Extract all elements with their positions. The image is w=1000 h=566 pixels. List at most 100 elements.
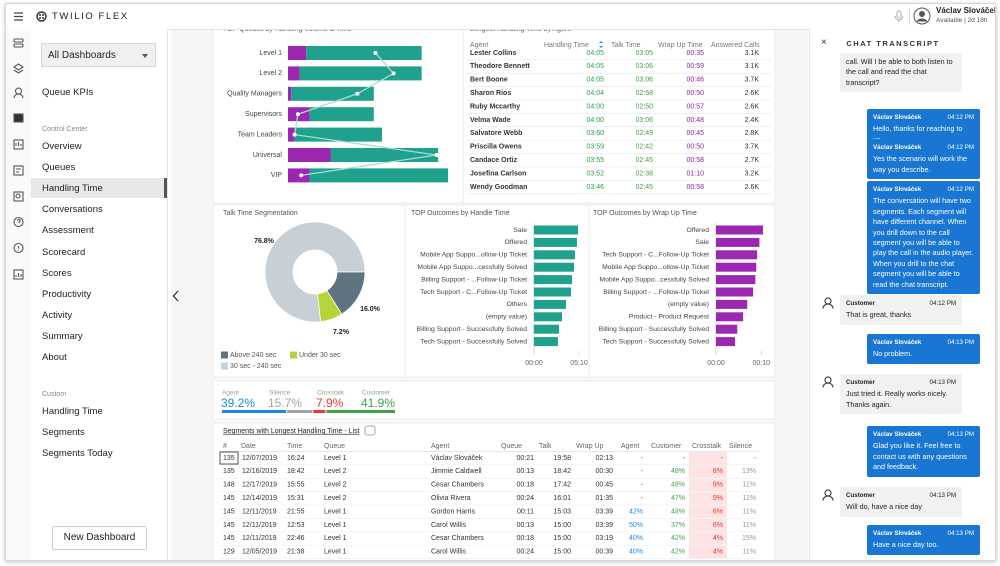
- tick-mark: [760, 351, 762, 355]
- column-header: Talk Time: [611, 42, 641, 49]
- nav-item[interactable]: Queues: [42, 162, 76, 174]
- row-separator: [467, 139, 771, 141]
- cell: 04:05: [586, 50, 604, 57]
- nav-item[interactable]: Queue KPIs: [42, 87, 94, 98]
- donut-slice: [264, 221, 366, 323]
- sidebar: All Dashboards Queue KPIs Control Center Ov…: [31, 29, 168, 560]
- axis-line: [533, 223, 535, 351]
- message-bubble: Václav Slováček 04:13 PM No problem.: [867, 334, 980, 364]
- message-header: Václav Slováček 04:13 PM: [873, 338, 974, 348]
- nav-item[interactable]: Summary: [42, 330, 83, 342]
- nav-icons[interactable]: [6, 29, 31, 299]
- bar: [716, 275, 756, 285]
- row-separator: [467, 180, 771, 181]
- cell: 4%: [713, 535, 723, 542]
- cell: 8%: [713, 468, 723, 475]
- cell: Theodore Bennett: [470, 63, 531, 70]
- column-header: Silence: [729, 443, 752, 450]
- cell: 6%: [713, 508, 723, 515]
- nav-item[interactable]: Activity: [42, 309, 73, 321]
- category-label: Tech Support - C...Follow-Up Ticket: [420, 289, 527, 296]
- cell: 12/11/2019: [242, 522, 277, 529]
- nav-item[interactable]: About: [42, 352, 67, 363]
- time: 04:13 PM: [947, 530, 974, 537]
- nav-item[interactable]: Handling Time: [42, 406, 103, 417]
- cell: 3.1K: [745, 50, 760, 57]
- crosstalk-cell: [689, 545, 727, 559]
- bar: [534, 225, 578, 235]
- cell: 00:24: [516, 495, 534, 502]
- line-point: [434, 153, 439, 157]
- category-label: Tech Support - C...Follow-Up Ticket: [602, 252, 709, 259]
- nav-item[interactable]: Segments Today: [42, 448, 113, 460]
- cell: 9%: [713, 495, 723, 502]
- message-text: Have a nice day too.: [873, 540, 939, 550]
- column-header: #: [223, 443, 227, 450]
- nav-item[interactable]: Segments: [42, 427, 85, 439]
- cell: 2.7K: [745, 157, 760, 164]
- sender: Václav Slováček: [873, 144, 922, 151]
- close-button[interactable]: ×: [821, 37, 827, 48]
- category-label: Sale: [695, 239, 709, 246]
- category-label: Product - Product Request: [629, 314, 709, 321]
- customer-icon: [822, 376, 834, 388]
- cell: 50%: [629, 522, 643, 529]
- crosstalk-cell: [689, 492, 727, 505]
- cell: 3.7K: [745, 77, 760, 84]
- category-label: Tech Support - Successfully Solved: [602, 338, 709, 345]
- nav-item[interactable]: Scorecard: [42, 246, 86, 258]
- message-header: Customer 04:13 PM: [846, 378, 956, 388]
- cell: 135: [223, 468, 235, 475]
- collapse-arrow[interactable]: [172, 290, 180, 302]
- kpi-label: Crosstalk: [317, 390, 345, 397]
- nav-item[interactable]: Assessment: [42, 225, 94, 237]
- mic-icon[interactable]: [894, 10, 904, 23]
- time: 04:13 PM: [947, 431, 974, 438]
- kpi-value: 39.2%: [221, 396, 255, 410]
- legend-label: Above 240 sec: [230, 352, 277, 359]
- cell: 148: [223, 482, 235, 489]
- bar: [534, 275, 573, 285]
- cell: 03:06: [635, 117, 653, 124]
- time: 04:12 PM: [947, 144, 974, 151]
- cell: 9%: [713, 482, 723, 489]
- line-point: [292, 132, 297, 137]
- user-name: Václav Slováček: [936, 6, 996, 15]
- cell: Level 2: [324, 468, 347, 475]
- cell: Gordon Harris: [431, 508, 475, 515]
- dashboard-dropdown[interactable]: All Dashboards: [41, 43, 156, 67]
- nav-item[interactable]: Handling Time: [42, 183, 103, 195]
- message-text: call. Will I be able to both listen to t…: [846, 57, 953, 87]
- row-separator: [467, 59, 771, 61]
- avatar[interactable]: [913, 7, 931, 25]
- category-label: Mobile App Suppo...cessfully Solved: [417, 264, 527, 271]
- chat-panel: × CHAT TRANSCRIPT call. Will I be able t…: [809, 29, 995, 560]
- cell: 00:11: [517, 508, 534, 515]
- message-bubble: Customer 04:13 PM Will do, have a nice day: [840, 487, 962, 517]
- kpi-value: 41.9%: [361, 396, 395, 410]
- row-separator: [219, 464, 759, 466]
- cell: Sharon Rios: [470, 90, 511, 97]
- nav-item[interactable]: Conversations: [42, 204, 103, 216]
- cell: 15%: [742, 535, 756, 542]
- cell: 02:13: [595, 455, 613, 462]
- menu-icon[interactable]: [14, 12, 24, 21]
- category-label: (empty value): [668, 301, 709, 308]
- x-tick-label: 00:00: [707, 360, 725, 367]
- bar: [716, 299, 748, 309]
- cell: 00:24: [516, 549, 534, 556]
- bar: [294, 127, 383, 142]
- message-header: Václav Slováček 04:12 PM: [873, 143, 974, 153]
- new-dashboard-button[interactable]: New Dashboard: [52, 526, 147, 550]
- cell: 00:30: [595, 468, 613, 475]
- time: 04:12 PM: [947, 114, 974, 121]
- nav-item[interactable]: Scores: [42, 267, 72, 279]
- row-separator: [219, 491, 759, 492]
- sender: Customer: [846, 379, 875, 386]
- nav-item[interactable]: Productivity: [42, 288, 92, 300]
- category-label: Team Leaders: [238, 131, 283, 138]
- cell: 15:03: [553, 508, 571, 515]
- nav-item[interactable]: Overview: [42, 141, 82, 152]
- category-label: Universal: [253, 152, 283, 159]
- message-header: Václav Slováček 04:13 PM: [873, 529, 974, 539]
